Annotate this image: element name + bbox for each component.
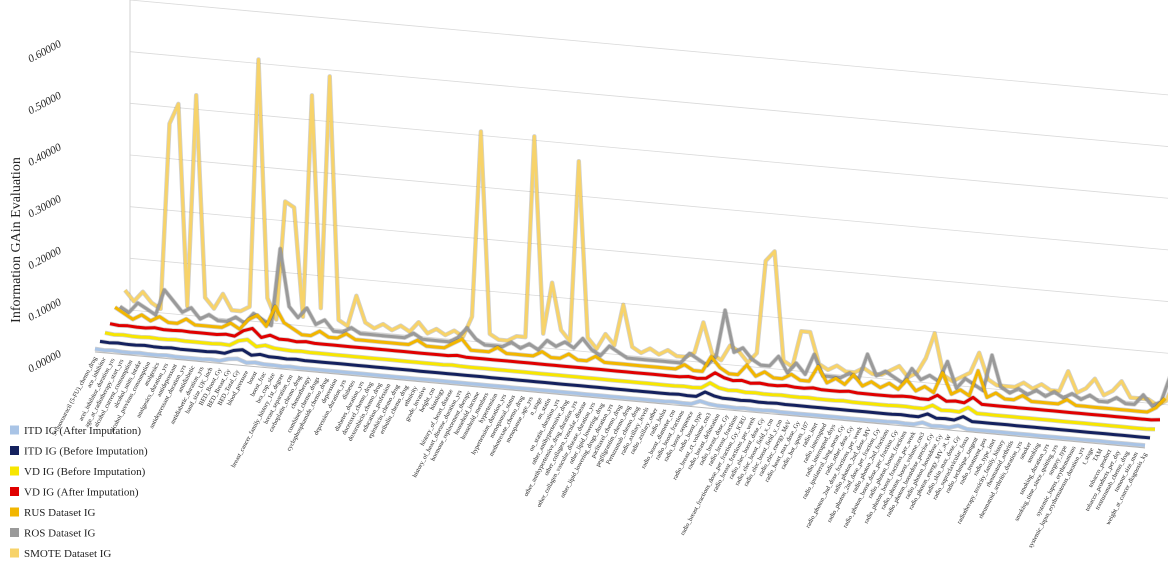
y-tick-label: 0.10000: [26, 296, 64, 324]
y-tick-label: 0.00000: [26, 348, 64, 376]
legend-swatch: [10, 528, 19, 537]
legend-swatch: [10, 425, 19, 435]
grid-line: [129, 206, 1168, 302]
legend-swatch: [10, 507, 19, 517]
grid-line: [129, 0, 1168, 96]
y-tick-label: 0.40000: [26, 141, 64, 169]
legend-label: ROS Dataset IG: [24, 528, 96, 540]
y-tick-label: 0.20000: [26, 244, 64, 272]
y-tick-label: 0.60000: [26, 38, 64, 66]
series-line: [123, 58, 1168, 407]
legend-swatch: [10, 466, 19, 476]
floor-edge: [94, 351, 1146, 449]
grid-line: [129, 102, 1168, 199]
series-line: [119, 247, 1168, 408]
series-line: [109, 322, 1161, 422]
y-tick-label: 0.30000: [26, 193, 64, 221]
legend-label: ITD IG (Before Imputation): [24, 446, 148, 458]
legend-swatch: [10, 548, 19, 558]
series-line: [94, 347, 1146, 447]
legend-label: ITD IG (After Imputation): [24, 425, 141, 437]
grid-line: [129, 51, 1168, 147]
legend-label: VD IG (After Imputation): [24, 487, 139, 499]
series-line: [99, 339, 1151, 440]
legend-label: VD IG (Before Imputation): [24, 466, 146, 478]
legend-label: SMOTE Dataset IG: [24, 548, 111, 560]
legend-swatch: [10, 446, 19, 455]
series-line: [104, 331, 1156, 431]
y-tick-label: 0.50000: [26, 89, 64, 117]
legend-swatch: [10, 487, 19, 496]
y-axis-title: Information GAin Evaluation: [9, 157, 24, 323]
grid-line: [129, 154, 1168, 251]
series-line: [114, 305, 1167, 414]
legend-label: RUS Dataset IG: [24, 507, 96, 519]
